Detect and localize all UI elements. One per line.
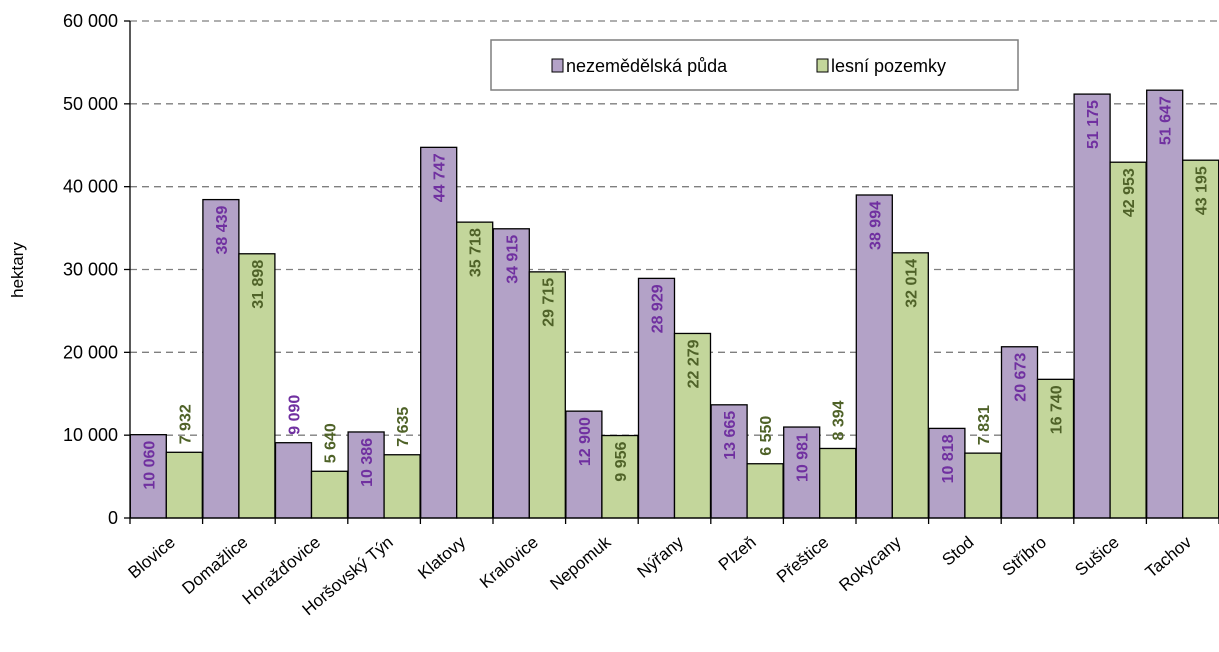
data-label: 38 439	[214, 205, 231, 254]
data-label: 34 915	[504, 235, 521, 284]
data-label: 44 747	[432, 153, 449, 202]
x-category-label: Domažlice	[178, 533, 251, 599]
bar	[819, 447, 857, 519]
y-tick-label: 20 000	[63, 342, 118, 362]
bars	[129, 89, 1219, 519]
data-label: 38 994	[867, 201, 884, 250]
data-label: 10 818	[940, 434, 957, 483]
data-label: 9 956	[613, 441, 630, 481]
bar	[456, 221, 494, 519]
y-tick-label: 0	[108, 508, 118, 528]
x-category-label: Stod	[938, 533, 977, 570]
bar	[383, 454, 421, 519]
bar	[1146, 89, 1184, 519]
bar	[964, 452, 1002, 519]
bar	[310, 470, 349, 519]
x-category-label: Kralovice	[476, 533, 542, 592]
x-category-label: Klatovy	[414, 532, 469, 583]
data-label: 7 932	[177, 404, 194, 444]
data-label: 32 014	[903, 259, 920, 308]
x-category-label: Nepomuk	[547, 532, 615, 594]
data-label: 8 394	[831, 400, 848, 440]
bar	[129, 434, 167, 519]
legend-swatch-lesni	[816, 58, 829, 73]
data-label: 10 386	[359, 438, 376, 487]
bar	[891, 252, 929, 519]
data-label: 6 550	[758, 416, 775, 456]
bar	[637, 277, 676, 519]
data-label: 35 718	[468, 228, 485, 277]
bar	[1000, 346, 1039, 519]
data-label: 20 673	[1013, 353, 1030, 402]
data-labels: 10 060 7 932 38 439 31 898 9 090 5 640 10 386 7…	[141, 96, 1210, 490]
data-label: 13 665	[722, 411, 739, 460]
data-label: 7 635	[395, 407, 412, 447]
bar	[1073, 93, 1111, 519]
y-tick-label: 10 000	[63, 425, 118, 445]
bar	[274, 442, 313, 519]
legend-swatch-nezemedelska	[551, 58, 564, 73]
y-axis-ticks: 0 10 000 20 000 30 000 40 000 50 000 60 000	[63, 11, 130, 528]
data-label: 10 060	[141, 441, 158, 490]
bar	[1036, 378, 1075, 519]
y-tick-label: 60 000	[63, 11, 118, 31]
legend-label-nezemedelska: nezemědělská půda	[566, 56, 728, 76]
legend-frame	[490, 39, 1019, 91]
y-tick-label: 40 000	[63, 177, 118, 197]
x-category-label: Plzeň	[715, 533, 760, 575]
bar	[565, 410, 603, 519]
data-label: 51 647	[1158, 96, 1175, 145]
data-label: 5 640	[323, 423, 340, 463]
bar	[673, 332, 712, 519]
bar	[601, 434, 639, 519]
data-label: 51 175	[1085, 100, 1102, 149]
bar	[783, 426, 821, 519]
x-category-label: Sušice	[1071, 533, 1122, 580]
data-label: 42 953	[1121, 168, 1138, 217]
bar	[746, 463, 784, 519]
bar	[528, 271, 566, 519]
x-category-label: Tachov	[1142, 532, 1196, 581]
bar	[165, 451, 203, 519]
bar	[1109, 161, 1147, 519]
legend-label-lesni: lesní pozemky	[831, 56, 946, 76]
data-label: 9 090	[287, 395, 304, 435]
data-label: 29 715	[540, 278, 557, 327]
bar	[347, 431, 385, 519]
data-label: 28 929	[650, 284, 667, 333]
x-category-label: Nýřany	[634, 532, 688, 581]
x-category-label: Přeštice	[773, 533, 832, 587]
data-label: 12 900	[577, 417, 594, 466]
data-label: 16 740	[1049, 385, 1066, 434]
y-tick-label: 30 000	[63, 260, 118, 280]
data-label: 10 981	[795, 433, 812, 482]
data-label: 7 831	[976, 405, 993, 445]
x-category-label: Blovice	[125, 533, 179, 583]
x-category-label: Stříbro	[999, 533, 1050, 580]
x-category-label: Rokycany	[835, 532, 905, 595]
y-tick-label: 50 000	[63, 94, 118, 114]
data-label: 22 279	[686, 339, 703, 388]
data-label: 31 898	[250, 260, 267, 309]
data-label: 43 195	[1194, 166, 1211, 215]
y-axis-title: hektary	[8, 242, 27, 298]
legend: nezemědělská půda lesní pozemky	[490, 39, 1019, 91]
bar	[238, 253, 276, 519]
